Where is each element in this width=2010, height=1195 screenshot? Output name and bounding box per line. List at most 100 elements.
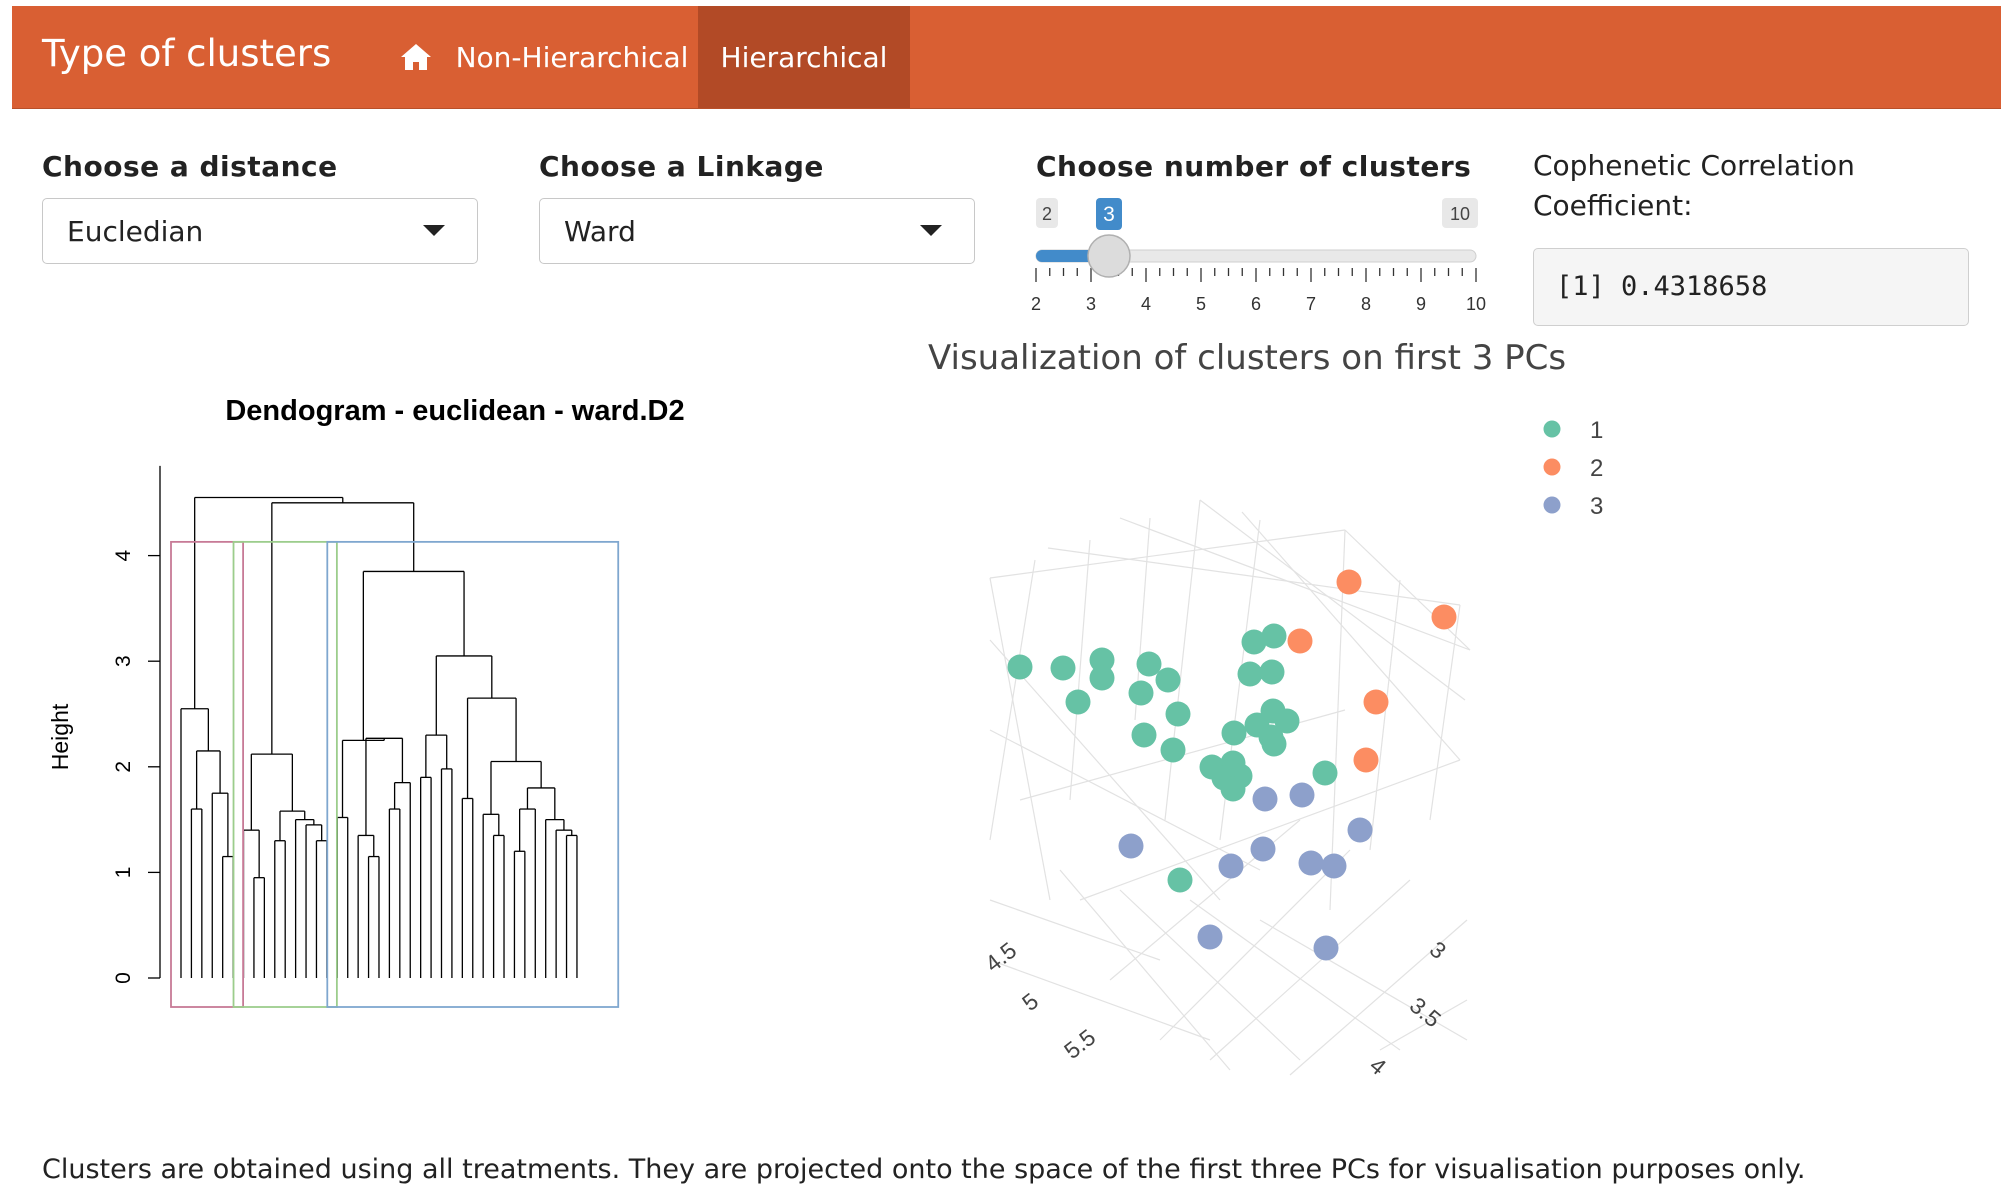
legend-label: 3: [1590, 493, 1603, 520]
distance-select[interactable]: Eucledian: [42, 198, 478, 264]
legend-marker: [1543, 420, 1561, 438]
axis-tick-label: 5: [1017, 988, 1043, 1016]
grid-line: [989, 729, 1261, 871]
slider-tick-label: 9: [1416, 294, 1426, 314]
scatter3d-points: [1007, 569, 1457, 961]
slider-value-label: 3: [1103, 203, 1115, 226]
slider-tick-label: 3: [1086, 294, 1096, 314]
scatter-point-cluster-1: [1220, 776, 1246, 802]
footnote: Clusters are obtained using all treatmen…: [42, 1154, 1806, 1185]
dendrogram-cluster-box: [170, 540, 244, 1008]
y-tick-label: 0: [112, 972, 135, 984]
grid-line: [1059, 869, 1231, 1071]
grid-line: [1344, 529, 1471, 651]
scatter-point-cluster-3: [1197, 924, 1223, 950]
y-tick-label: 2: [112, 761, 135, 773]
cophenetic-label: Cophenetic Correlation Coefficient:: [1533, 149, 1855, 222]
grid-line: [1047, 547, 1461, 606]
grid-line: [1199, 499, 1466, 701]
scatter-point-cluster-1: [1241, 629, 1267, 655]
scatter-point-cluster-1: [1167, 867, 1193, 893]
scatter3d-chart[interactable]: 4.5 5 5.5 3 3.5 4: [960, 400, 1610, 1080]
axis-tick-label: 3.5: [1405, 992, 1446, 1032]
dendrogram-y-axis: 0 1 2 3 4: [112, 465, 161, 984]
scatter3d-grid: [989, 499, 1471, 1076]
scatter3d-legend: 1 2 3: [1543, 417, 1603, 520]
slider-tick-label: 10: [1466, 294, 1486, 314]
dendrogram-title: Dendogram - euclidean - ward.D2: [225, 395, 684, 427]
grid-line: [1289, 919, 1468, 1076]
scatter-point-cluster-3: [1289, 782, 1315, 808]
clusters-label: Choose number of clusters: [1036, 150, 1472, 183]
scatter-point-cluster-1: [1274, 708, 1300, 734]
tab-non-hierarchical[interactable]: Non-Hierarchical: [455, 40, 689, 74]
clusters-slider[interactable]: 2 10 3 2 3 4 5 6 7 8 9 10: [1030, 190, 1490, 320]
scatter-point-cluster-1: [1089, 665, 1115, 691]
scatter-point-cluster-3: [1118, 833, 1144, 859]
slider-ticks: 2 3 4 5 6 7 8 9 10: [1031, 268, 1486, 314]
linkage-select[interactable]: Ward: [539, 198, 975, 264]
legend-label: 2: [1590, 455, 1603, 482]
grid-line: [989, 899, 1161, 961]
scatter-point-cluster-2: [1363, 689, 1389, 715]
axis-tick-label: 4.5: [980, 937, 1021, 977]
distance-label: Choose a distance: [42, 150, 338, 183]
linkage-label: Choose a Linkage: [539, 150, 824, 183]
scatter-point-cluster-1: [1155, 667, 1181, 693]
grid-line: [989, 529, 1346, 579]
grid-line: [1429, 604, 1461, 821]
grid-line: [1069, 539, 1091, 801]
slider-tick-label: 8: [1361, 294, 1371, 314]
grid-line: [1079, 759, 1461, 901]
scatter-point-cluster-1: [1261, 731, 1287, 757]
scatter-point-cluster-3: [1298, 850, 1324, 876]
dendrogram-cluster-boxes: [170, 540, 620, 1008]
grid-line: [1329, 529, 1346, 911]
distance-select-value: Eucledian: [67, 215, 204, 248]
nav-home-button[interactable]: [362, 6, 470, 108]
slider-handle[interactable]: [1087, 234, 1131, 278]
scatter-point-cluster-3: [1218, 853, 1244, 879]
scatter-point-cluster-3: [1347, 817, 1373, 843]
scatter-point-cluster-1: [1165, 701, 1191, 727]
scatter-point-cluster-1: [1065, 689, 1091, 715]
scatter-point-cluster-1: [1261, 623, 1287, 649]
grid-line: [989, 639, 1221, 901]
scatter-point-cluster-2: [1336, 569, 1362, 595]
scatter-point-cluster-3: [1252, 786, 1278, 812]
tab-hierarchical[interactable]: Hierarchical: [698, 6, 910, 108]
dendrogram-cluster-box: [232, 540, 338, 1008]
y-tick-label: 4: [112, 549, 135, 561]
scatter-point-cluster-1: [1312, 760, 1338, 786]
dendrogram-tree: [180, 496, 578, 978]
grid-line: [989, 577, 1051, 901]
chevron-down-icon: [423, 225, 445, 236]
scatter-point-cluster-3: [1313, 935, 1339, 961]
scatter-point-cluster-1: [1136, 651, 1162, 677]
grid-line: [1119, 517, 1471, 651]
slider-tick-label: 5: [1196, 294, 1206, 314]
slider-tick-label: 7: [1306, 294, 1316, 314]
axis-tick-label: 3: [1425, 936, 1452, 964]
slider-min-label: 2: [1042, 204, 1052, 224]
grid-line: [1241, 511, 1461, 761]
grid-line: [1189, 899, 1401, 1051]
scatter-point-cluster-2: [1431, 604, 1457, 630]
y-tick-label: 1: [112, 867, 135, 879]
scatter3d-title: Visualization of clusters on first 3 PCs: [928, 338, 1567, 378]
scatter-point-cluster-1: [1128, 680, 1154, 706]
slider-tick-label: 4: [1141, 294, 1151, 314]
grid-line: [1379, 999, 1468, 1051]
scatter-point-cluster-3: [1250, 836, 1276, 862]
grid-line: [1259, 919, 1468, 1041]
grid-line: [1164, 499, 1201, 821]
dendrogram-ylabel: Height: [47, 703, 73, 770]
chevron-down-icon: [920, 225, 942, 236]
scatter-point-cluster-2: [1287, 628, 1313, 654]
app-title[interactable]: Type of clusters: [42, 32, 332, 75]
y-tick-label: 3: [112, 655, 135, 667]
legend-marker: [1543, 496, 1561, 514]
grid-line: [1159, 849, 1351, 1041]
scatter-point-cluster-2: [1353, 747, 1379, 773]
scatter-point-cluster-1: [1050, 655, 1076, 681]
